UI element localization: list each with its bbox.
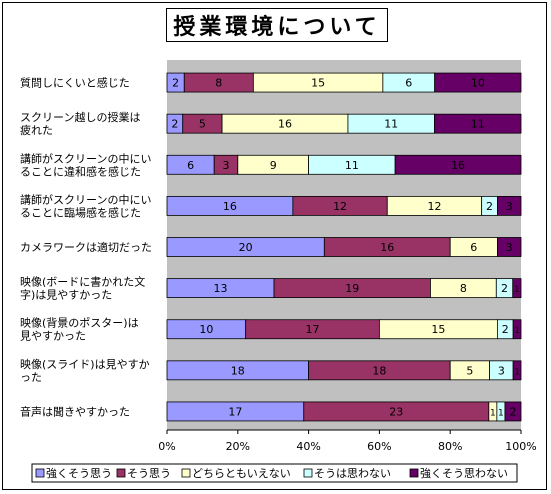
data-label: 1 [514,285,520,295]
data-label: 6 [470,241,477,254]
x-tick-label: 80% [438,440,462,453]
category-label: 映像(ボードに書かれた文 [20,275,145,289]
category-label: ることに違和感を感じた [20,165,141,178]
bar-segment [434,72,522,93]
data-label: 16 [278,118,292,131]
data-label: 2 [501,282,508,295]
legend-label: 強くそう思わない [420,467,508,480]
data-label: 3 [506,200,513,213]
x-tick-label: 20% [226,440,250,453]
data-label: 17 [306,323,320,336]
data-label: 12 [427,200,441,213]
data-label: 19 [345,282,359,295]
data-label: 18 [231,364,245,377]
bar-segment [394,154,522,175]
bar-segment [512,278,522,299]
data-label: 2 [486,200,493,213]
bar-segment [434,113,522,134]
data-label: 1 [514,367,520,377]
data-label: 15 [311,77,325,90]
data-label: 5 [199,118,206,131]
legend-swatch [35,468,45,478]
data-label: 18 [372,364,386,377]
data-label: 2 [502,323,509,336]
bar-segment [512,360,522,381]
category-label: 音声は聞きやすかった [20,404,130,418]
bar-segment [512,319,522,340]
legend-box [31,463,518,483]
data-label: 8 [215,77,222,90]
x-tick-label: 40% [296,440,320,453]
legend-swatch [181,468,191,478]
legend-label: どちらともいえない [192,467,291,480]
chart-title: 授業環境について [166,8,388,42]
data-label: 12 [333,200,347,213]
data-label: 9 [270,159,277,172]
data-label: 20 [239,241,253,254]
category-label: 見やすかった [20,330,86,343]
category-label: 映像(背景のポスター)は [20,316,139,330]
data-label: 10 [471,77,485,90]
category-label: 字)は見やすかった [20,288,112,302]
legend-label: そう思う [127,467,171,480]
legend-swatch [303,468,313,478]
data-label: 2 [172,77,179,90]
data-label: 3 [506,241,513,254]
data-label: 6 [405,77,412,90]
data-label: 11 [471,118,485,131]
category-label: ることに臨場感を感じた [20,206,141,219]
data-label: 13 [214,282,228,295]
data-label: 6 [187,159,194,172]
category-label: 疲れた [20,123,53,137]
bar-segment [496,195,522,216]
data-label: 11 [345,159,359,172]
data-label: 2 [171,118,178,131]
legend-label: そうは思わない [314,467,391,480]
category-label: 講師がスクリーンの中にい [20,151,151,165]
category-label: カメラワークは適切だった [20,240,152,254]
data-label: 16 [223,200,237,213]
data-label: 11 [384,118,398,131]
data-label: 8 [460,282,467,295]
category-label: スクリーン越しの授業は [20,110,140,124]
category-label: 講師がスクリーンの中にい [20,192,151,206]
data-label: 5 [466,364,473,377]
category-label: った [20,371,42,384]
data-label: 1 [514,326,520,336]
data-label: 17 [228,405,242,418]
x-tick-label: 0% [158,440,175,453]
legend-label: 強くそう思う [46,467,112,480]
bar-segment [504,401,522,422]
data-label: 23 [389,405,403,418]
category-label: 映像(スライド)は見やすか [20,358,150,371]
data-label: 2 [509,405,516,418]
x-tick-label: 100% [505,440,536,453]
data-label: 10 [199,323,213,336]
data-label: 1 [490,408,496,418]
data-label: 16 [451,159,465,172]
x-tick-label: 60% [367,440,391,453]
data-label: 3 [223,159,230,172]
legend-swatch [409,468,419,478]
legend-swatch [116,468,126,478]
data-label: 15 [431,323,445,336]
bar-segment [496,237,522,257]
data-label: 3 [498,364,505,377]
data-label: 1 [498,408,504,418]
data-label: 16 [380,241,394,254]
category-label: 質問しにくいと感じた [20,76,130,90]
